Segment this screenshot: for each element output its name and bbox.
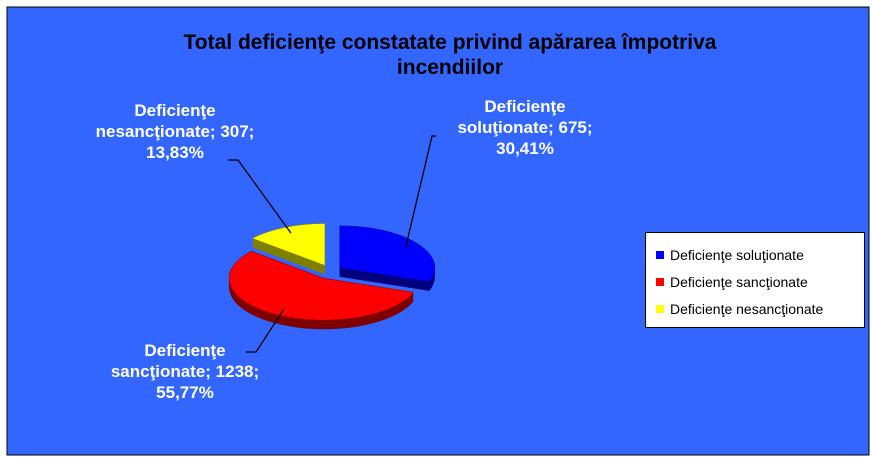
plot-background (6, 6, 870, 456)
data-label: Deficienţe soluţionate; 675; 30,41% (457, 97, 593, 158)
legend-item: Deficienţe nesancţionate (656, 295, 864, 322)
slice (251, 223, 326, 266)
legend: Deficienţe soluţionate Deficienţe sancţio… (645, 232, 865, 328)
legend-swatch (656, 250, 664, 259)
chart-title: Total deficienţe constatate privind apăr… (183, 31, 717, 79)
slice (339, 225, 436, 283)
legend-label: Deficienţe soluţionate (670, 246, 804, 263)
leader-line (246, 308, 285, 353)
leader-line (228, 159, 292, 234)
legend-swatch (656, 277, 664, 286)
data-label: Deficienţe sancţionate; 1238; 55,77% (110, 341, 260, 402)
leader-line (405, 135, 436, 248)
legend-item: Deficienţe sancţionate (656, 268, 864, 295)
legend-label: Deficienţe nesancţionate (670, 300, 824, 317)
legend-swatch (656, 304, 664, 313)
slice (228, 250, 415, 321)
legend-label: Deficienţe sancţionate (670, 273, 808, 290)
data-label: Deficienţe nesancţionate; 307; 13,83% (95, 101, 255, 162)
legend-item: Deficienţe soluţionate (656, 241, 864, 268)
